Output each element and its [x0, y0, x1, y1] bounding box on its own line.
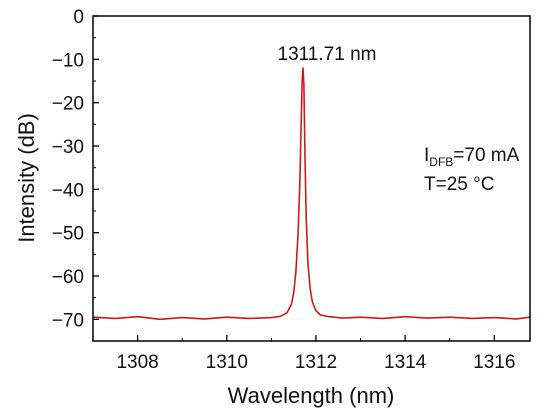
plot-frame [92, 15, 531, 342]
dfb-current-main: I [424, 145, 429, 166]
dfb-current-label: IDFB=70 mA [424, 145, 520, 169]
x-axis-ticks: 1308 1310 1312 1314 1316 [92, 335, 515, 373]
x-tick-label-2: 1312 [295, 352, 337, 373]
x-tick-label-3: 1314 [384, 352, 427, 373]
x-tick-label-1: 1310 [206, 352, 248, 373]
y-tick-label-4: −40 [52, 180, 84, 201]
x-tick-label-4: 1316 [473, 352, 515, 373]
y-tick-label-3: −30 [52, 137, 84, 158]
y-tick-label-1: −10 [52, 50, 84, 71]
y-axis-ticks: 0 −10 −20 −30 −40 −50 −60 −70 [52, 7, 99, 342]
temperature-label: T=25 °C [424, 174, 494, 195]
spectrum-line [93, 67, 530, 321]
y-tick-label-5: −50 [52, 224, 84, 245]
y-axis-title: Intensity (dB) [14, 113, 39, 243]
y-tick-label-0: 0 [73, 7, 84, 28]
y-tick-label-7: −70 [52, 310, 84, 331]
dfb-current-subscript: DFB [429, 155, 453, 169]
dfb-current-value: =70 mA [453, 145, 519, 166]
peak-wavelength-label: 1311.71 nm [278, 44, 377, 65]
x-tick-label-0: 1308 [116, 352, 158, 373]
y-tick-label-2: −20 [52, 94, 84, 115]
x-axis-title: Wavelength (nm) [228, 383, 395, 408]
y-tick-label-6: −60 [52, 267, 84, 288]
